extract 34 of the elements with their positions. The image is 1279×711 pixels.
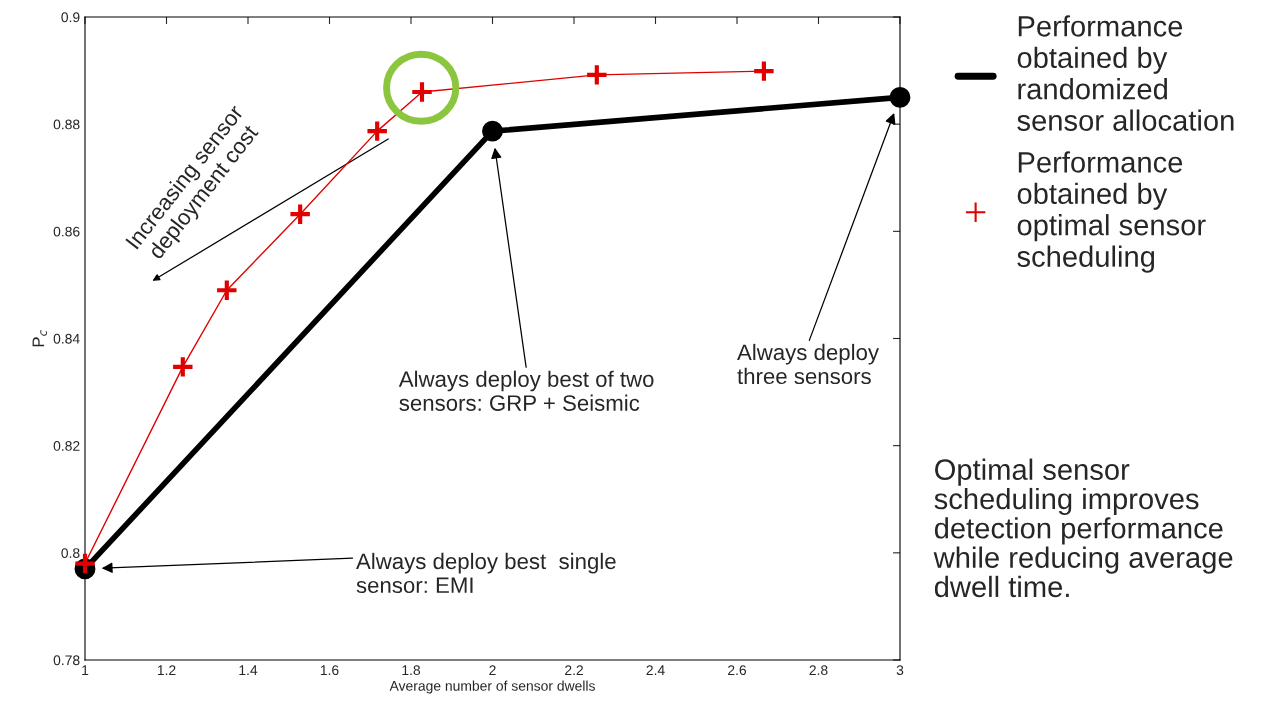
point — [288, 202, 312, 226]
y-axis-title: P$_{c}$ — [32, 330, 47, 347]
y-tick-label: 0.8 — [61, 548, 80, 558]
x-tick-label: 3 — [896, 665, 904, 676]
annotation: Always deploy three sensors — [737, 343, 879, 385]
point — [215, 278, 239, 303]
y-tick-label: 0.88 — [53, 119, 80, 130]
x-tick-label: 1 — [82, 665, 89, 675]
x-tick-label: 1.6 — [320, 665, 339, 676]
point — [585, 63, 609, 87]
point — [170, 355, 195, 379]
y-tick-label: 0.86 — [53, 226, 80, 237]
legend-label: Performance obtained by randomized sensor allocation — [1017, 15, 1234, 131]
annotation: Always deploy best of two sensors: GRP + Seismic — [398, 370, 654, 411]
x-tick-label: 2.8 — [809, 665, 828, 676]
x-tick-label: 2.2 — [565, 665, 583, 675]
x-tick-label: 1.2 — [157, 665, 176, 675]
point — [365, 119, 389, 143]
point — [482, 120, 503, 142]
x-tick-label: 2 — [489, 665, 496, 675]
x-tick-label: 2.6 — [728, 665, 747, 676]
y-tick-label: 0.78 — [53, 655, 80, 666]
annotation: Always deploy best single sensor: EMI — [356, 552, 616, 594]
x-tick-label: 1.8 — [402, 665, 421, 676]
y-tick-label: 0.84 — [53, 333, 80, 344]
point — [752, 59, 776, 83]
point — [889, 86, 911, 108]
x-axis-title: Average number of sensor dwells — [389, 680, 595, 694]
y-tick-label: 0.82 — [53, 441, 80, 451]
legend-label: Performance obtained by optimal sensor scheduling — [1017, 151, 1206, 273]
text: Optimal sensor scheduling improves detection performance while reducing average dwell time. — [933, 458, 1233, 598]
x-tick-label: 1.4 — [239, 665, 258, 675]
y-tick-label: 0.9 — [61, 12, 80, 23]
x-tick-label: 2.4 — [646, 665, 665, 675]
